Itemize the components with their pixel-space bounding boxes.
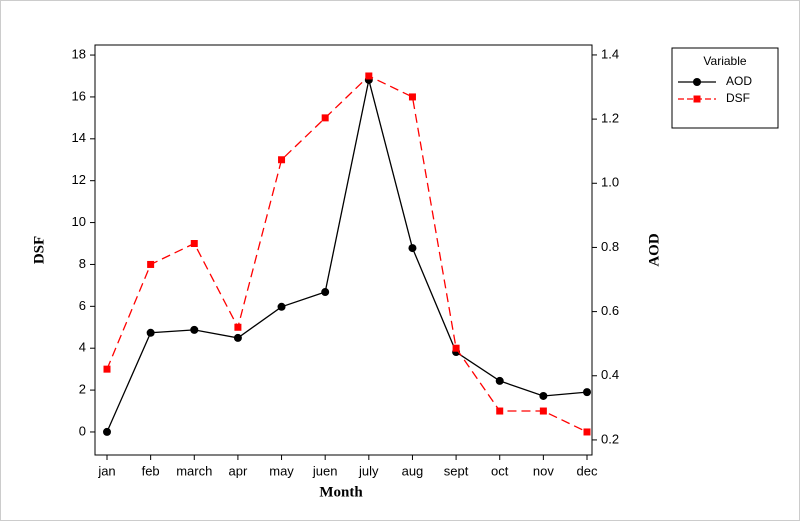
x-tick-label: feb bbox=[142, 463, 160, 478]
point bbox=[365, 72, 373, 80]
x-tick-label: juen bbox=[312, 463, 338, 478]
x-tick-label: aug bbox=[402, 463, 424, 478]
point bbox=[495, 376, 504, 385]
point bbox=[583, 388, 591, 397]
point bbox=[190, 240, 198, 248]
point bbox=[233, 333, 242, 342]
point bbox=[103, 365, 111, 373]
point bbox=[234, 323, 242, 331]
y-tick-label: 12 bbox=[72, 172, 86, 187]
y2-tick-label: 0.6 bbox=[601, 303, 619, 318]
y-tick-label: 14 bbox=[72, 130, 86, 145]
x-tick-label: march bbox=[176, 463, 212, 478]
y-tick-label: 10 bbox=[72, 214, 86, 229]
y-axis-label: DSF bbox=[31, 236, 47, 264]
y2-tick-label: 0.8 bbox=[601, 239, 619, 254]
y-tick-label: 0 bbox=[79, 423, 86, 438]
point bbox=[583, 428, 591, 436]
point bbox=[539, 391, 548, 400]
y2-tick-label: 0.4 bbox=[601, 367, 619, 382]
point bbox=[277, 302, 286, 311]
x-tick-label: nov bbox=[533, 463, 554, 478]
x-tick-label: dec bbox=[577, 463, 598, 478]
legend-label: AOD bbox=[726, 74, 752, 88]
y-tick-label: 8 bbox=[79, 256, 86, 271]
legend bbox=[671, 47, 779, 129]
point bbox=[452, 344, 460, 352]
y-tick-label: 2 bbox=[79, 382, 86, 397]
y-tick-label: 4 bbox=[79, 340, 86, 355]
x-tick-label: july bbox=[358, 463, 379, 478]
plot-area bbox=[94, 44, 593, 456]
point bbox=[321, 114, 329, 122]
x-tick-label: sept bbox=[444, 463, 469, 478]
y-tick-label: 16 bbox=[72, 88, 86, 103]
legend-marker bbox=[693, 95, 701, 103]
y2-tick-label: 1.0 bbox=[601, 175, 619, 190]
legend-label: DSF bbox=[726, 91, 750, 105]
x-axis-label: Month bbox=[319, 484, 363, 500]
point bbox=[496, 407, 504, 415]
x-tick-label: oct bbox=[491, 463, 509, 478]
point bbox=[321, 288, 330, 297]
point bbox=[539, 407, 547, 415]
x-tick-label: apr bbox=[229, 463, 248, 478]
legend-marker bbox=[693, 78, 701, 86]
y2-tick-label: 1.2 bbox=[601, 111, 619, 126]
legend-title: Variable bbox=[703, 54, 746, 68]
y2-tick-label: 1.4 bbox=[601, 46, 619, 61]
point bbox=[146, 328, 155, 337]
point bbox=[103, 427, 111, 436]
series-line bbox=[106, 79, 588, 433]
point bbox=[190, 325, 199, 334]
point bbox=[147, 260, 155, 268]
point bbox=[278, 156, 286, 164]
y-tick-label: 6 bbox=[79, 298, 86, 313]
point bbox=[408, 93, 416, 101]
x-tick-label: may bbox=[269, 463, 294, 478]
x-tick-label: jan bbox=[97, 463, 115, 478]
y2-tick-label: 0.2 bbox=[601, 431, 619, 446]
y-tick-label: 18 bbox=[72, 46, 86, 61]
point bbox=[408, 244, 417, 253]
y2-axis-label: AOD bbox=[646, 233, 662, 267]
series-line bbox=[106, 75, 588, 433]
